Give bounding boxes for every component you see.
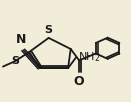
Text: S: S <box>11 56 19 66</box>
Text: O: O <box>74 75 84 88</box>
Text: NH$_2$: NH$_2$ <box>78 50 101 64</box>
Text: S: S <box>45 25 53 35</box>
Text: N: N <box>15 33 26 46</box>
